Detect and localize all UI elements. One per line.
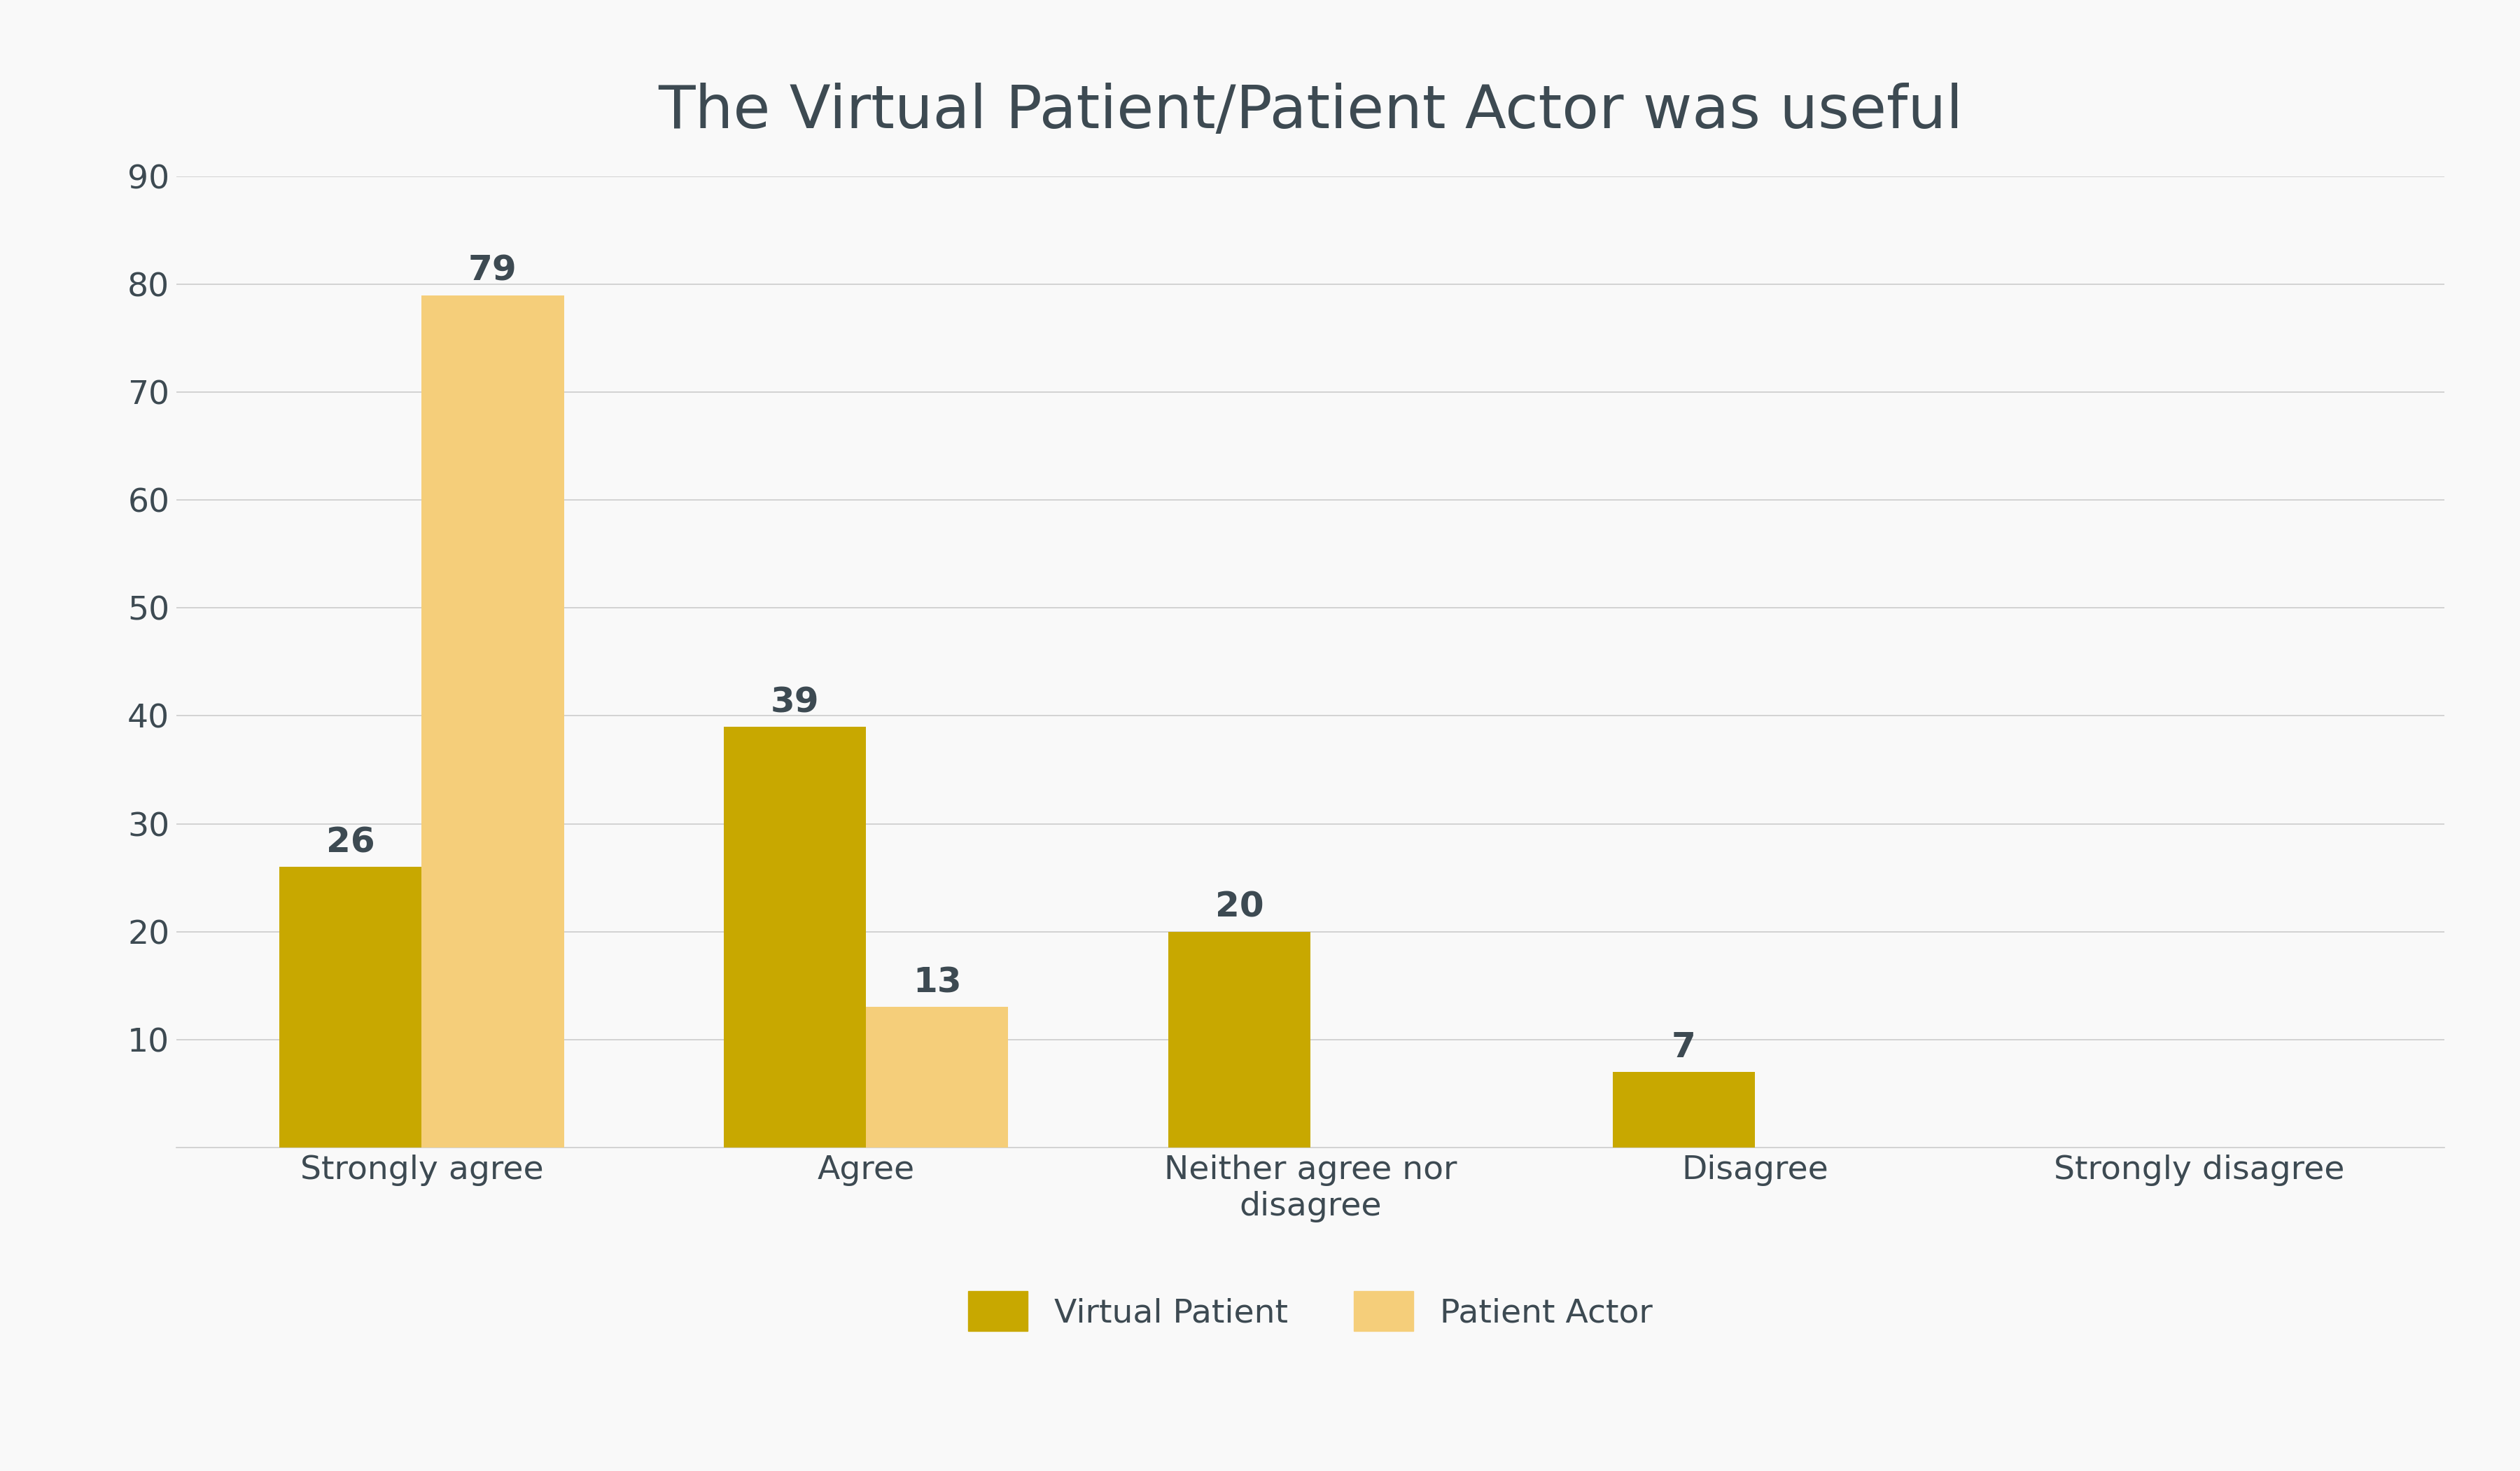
Bar	[723, 727, 867, 1147]
Text: 39: 39	[771, 685, 819, 719]
Text: 13: 13	[912, 966, 963, 1000]
Bar	[280, 866, 421, 1147]
Bar	[1169, 931, 1310, 1147]
Text: 26: 26	[325, 825, 375, 859]
Text: 7: 7	[1671, 1031, 1696, 1065]
Bar	[1613, 1072, 1754, 1147]
Text: 20: 20	[1215, 890, 1263, 924]
Legend: Virtual Patient, Patient Actor: Virtual Patient, Patient Actor	[955, 1278, 1666, 1344]
Bar	[421, 296, 564, 1147]
Text: 79: 79	[469, 254, 517, 288]
Title: The Virtual Patient/Patient Actor was useful: The Virtual Patient/Patient Actor was us…	[658, 82, 1963, 141]
Bar	[867, 1008, 1008, 1147]
